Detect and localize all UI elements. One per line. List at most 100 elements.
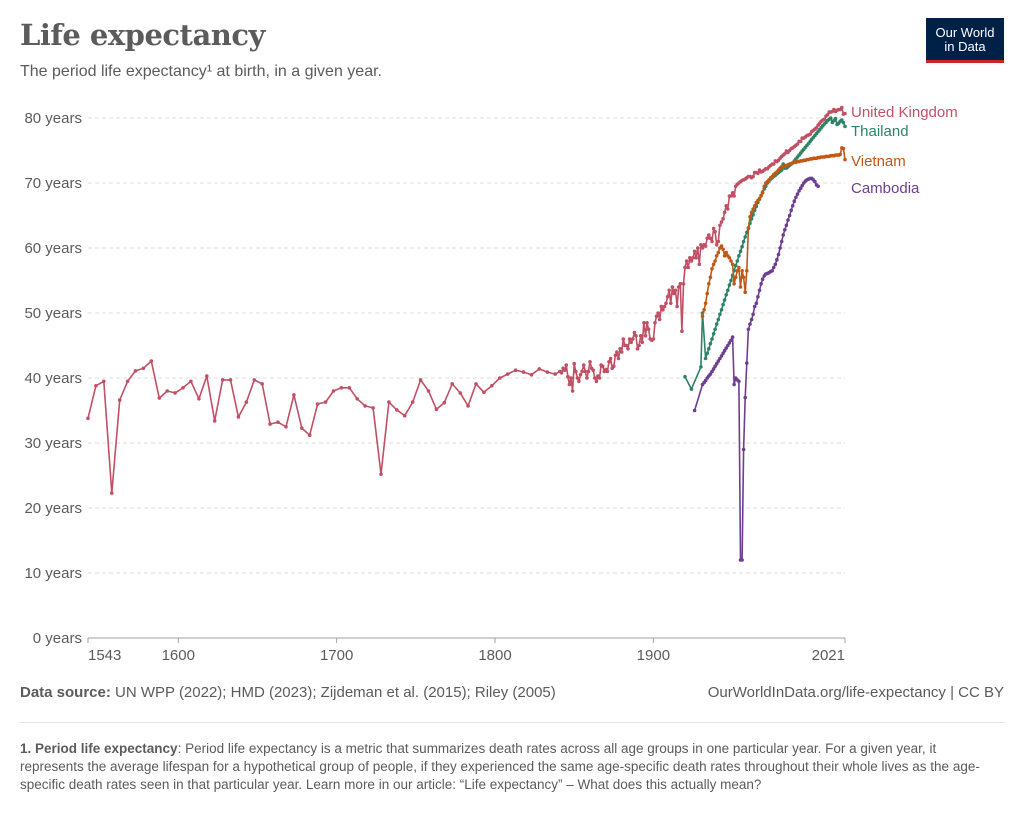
- data-point: [833, 116, 838, 121]
- data-point: [355, 397, 360, 401]
- data-point: [773, 262, 778, 267]
- data-point: [705, 291, 709, 296]
- data-point: [691, 255, 695, 260]
- data-point: [695, 246, 700, 250]
- data-point: [529, 373, 534, 377]
- data-point: [608, 356, 613, 361]
- data-point: [759, 282, 763, 286]
- data-point: [716, 250, 721, 255]
- legend-label: United Kingdom: [851, 104, 958, 121]
- data-point: [505, 372, 510, 376]
- data-point: [784, 223, 789, 228]
- data-point: [638, 334, 643, 338]
- series-vietnam: [700, 146, 847, 319]
- data-point: [727, 283, 732, 287]
- data-point: [735, 269, 740, 273]
- data-point: [843, 111, 847, 116]
- data-point: [714, 361, 719, 366]
- gridlines: [88, 117, 845, 574]
- data-point: [718, 312, 722, 317]
- x-tick-label: 1900: [637, 647, 670, 664]
- x-tick-label: 1800: [478, 647, 511, 664]
- data-point: [798, 186, 803, 190]
- data-point: [721, 247, 725, 252]
- data-point: [721, 351, 725, 356]
- source-link[interactable]: OurWorldInData.org/life-expectancy | CC …: [707, 684, 1004, 701]
- data-point: [586, 369, 591, 374]
- data-point: [724, 250, 728, 255]
- data-point: [708, 236, 713, 241]
- data-point: [634, 334, 638, 338]
- data-point: [426, 389, 431, 393]
- data-point: [643, 334, 648, 338]
- data-point: [714, 254, 719, 258]
- data-point: [600, 364, 605, 369]
- data-point: [597, 376, 602, 380]
- data-point: [676, 285, 681, 289]
- data-point: [619, 350, 624, 354]
- data-point: [642, 321, 646, 325]
- data-point: [110, 491, 114, 495]
- data-point: [708, 275, 713, 280]
- data-point: [798, 139, 803, 144]
- data-point: [553, 372, 557, 376]
- data-point: [434, 407, 439, 412]
- data-point: [699, 365, 703, 369]
- data-point: [133, 369, 138, 373]
- data-point: [713, 364, 717, 369]
- data-point: [157, 396, 162, 400]
- data-point: [675, 304, 679, 309]
- data-point: [513, 368, 518, 373]
- logo-line-1: Our World: [935, 25, 995, 40]
- data-point: [410, 400, 415, 404]
- data-point: [339, 386, 344, 390]
- data-point: [794, 195, 798, 200]
- data-point: [672, 291, 676, 296]
- x-tick-label: 1543: [88, 647, 121, 664]
- data-point: [711, 367, 716, 371]
- data-point: [748, 215, 752, 219]
- series-group: [86, 105, 847, 562]
- y-tick-label: 20 years: [24, 500, 82, 517]
- data-point: [300, 426, 304, 430]
- data-point: [790, 204, 795, 208]
- data-point: [797, 189, 801, 193]
- footnote-text: : Period life expectancy is a metric tha…: [20, 741, 980, 792]
- data-point: [778, 246, 782, 250]
- data-point: [588, 360, 592, 364]
- data-point: [252, 378, 257, 382]
- data-point: [670, 285, 675, 289]
- data-source-label: Data source:: [20, 684, 111, 701]
- data-point: [840, 105, 844, 110]
- data-point: [757, 197, 762, 202]
- data-point: [719, 308, 724, 312]
- data-point: [779, 239, 784, 244]
- data-point: [760, 191, 765, 195]
- data-point: [570, 389, 575, 393]
- data-point: [562, 368, 567, 373]
- data-point: [722, 298, 727, 302]
- data-point: [667, 288, 671, 293]
- data-point: [307, 433, 312, 438]
- data-point: [740, 244, 744, 249]
- data-point: [751, 213, 755, 217]
- data-point: [738, 285, 743, 289]
- data-point: [657, 317, 662, 322]
- data-point: [771, 265, 776, 270]
- owid-logo[interactable]: Our World in Data: [926, 18, 1004, 63]
- data-point: [721, 302, 725, 307]
- data-point: [673, 288, 678, 293]
- data-point: [574, 369, 578, 374]
- series-united-kingdom: [86, 105, 847, 495]
- data-point: [656, 311, 660, 315]
- data-point: [792, 199, 797, 203]
- logo-line-2: in Data: [944, 39, 986, 54]
- data-point: [719, 354, 724, 358]
- data-point: [331, 389, 336, 393]
- data-point: [686, 265, 690, 270]
- data-point: [713, 327, 717, 332]
- data-point: [583, 369, 588, 374]
- data-point: [729, 338, 733, 343]
- data-point: [699, 243, 703, 247]
- data-point: [710, 239, 714, 244]
